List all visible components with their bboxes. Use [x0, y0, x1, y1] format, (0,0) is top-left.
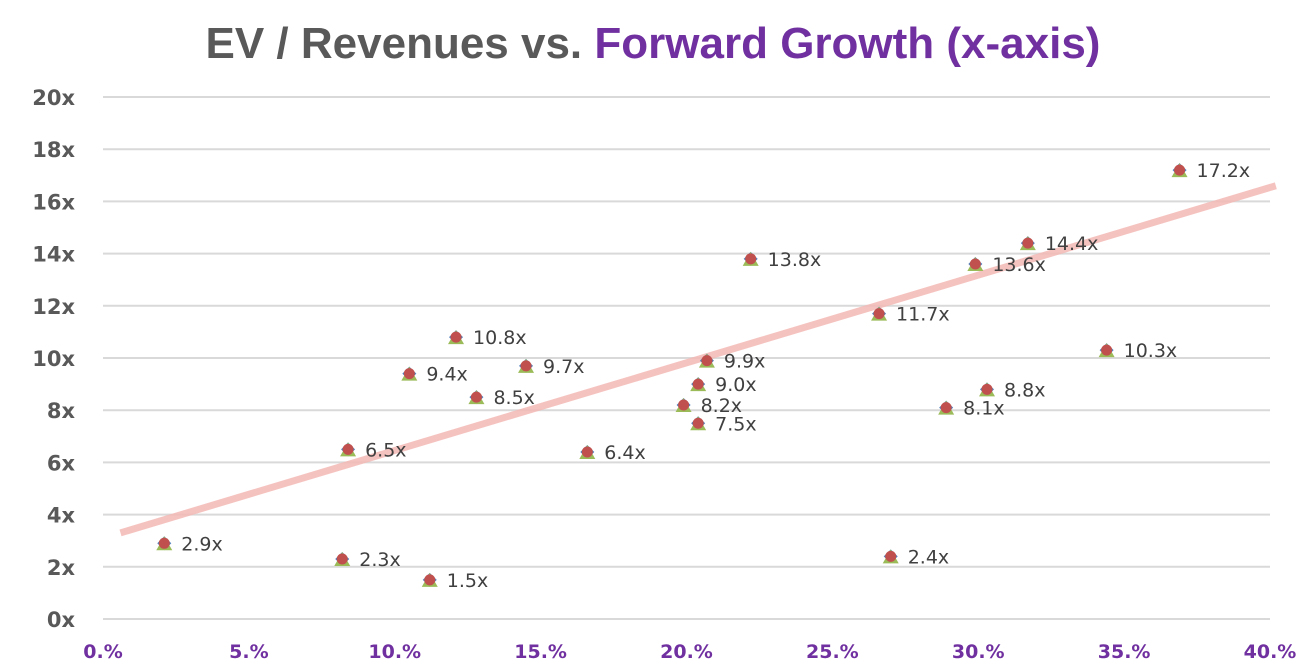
data-label: 10.3x [1124, 340, 1178, 362]
circle-marker [403, 368, 415, 380]
gridlines [103, 96, 1270, 620]
circle-marker [342, 443, 354, 455]
chart-title-part1: EV / Revenues vs. [206, 19, 595, 68]
circle-marker [470, 391, 482, 403]
data-label: 13.6x [992, 254, 1046, 276]
data-point [1019, 236, 1036, 251]
data-label: 9.9x [724, 351, 765, 373]
data-label: 8.5x [493, 387, 534, 409]
x-tick-label: 10.% [368, 641, 421, 663]
circle-marker [336, 553, 348, 565]
y-tick-label: 2x [47, 556, 76, 580]
data-points [156, 163, 1188, 587]
x-tick-label: 40.% [1244, 641, 1297, 663]
data-labels: 2.9x 2.3x 1.5x 6.5x 9.4x 10.8x 8.5x 9.7x 6.4x 9.9… [181, 160, 1250, 592]
x-axis-ticks: 0.% 5.% 10.% 15.% 20.% 25.% 30.% 35.% 40.% [83, 641, 1296, 663]
x-tick-label: 20.% [660, 641, 713, 663]
y-tick-label: 10x [32, 347, 75, 371]
circle-marker [692, 378, 704, 390]
circle-marker [969, 258, 981, 270]
circle-marker [873, 308, 885, 320]
data-label: 8.2x [701, 395, 742, 417]
data-point [690, 416, 707, 431]
data-point [1171, 163, 1188, 178]
x-tick-label: 15.% [514, 641, 567, 663]
y-tick-label: 14x [32, 243, 75, 267]
y-tick-label: 0x [47, 608, 76, 632]
data-label: 6.5x [365, 439, 406, 461]
data-point [1098, 343, 1115, 358]
y-tick-label: 16x [32, 190, 75, 214]
data-label: 11.7x [896, 304, 950, 326]
x-tick-label: 25.% [806, 641, 859, 663]
trendline [119, 182, 1277, 537]
data-point [340, 442, 357, 457]
y-tick-label: 8x [47, 399, 76, 423]
data-label: 7.5x [715, 413, 756, 435]
data-point [979, 382, 996, 397]
circle-marker [450, 331, 462, 343]
data-point [401, 366, 418, 381]
data-label: 14.4x [1045, 233, 1099, 255]
data-label: 9.7x [543, 356, 584, 378]
data-point [421, 572, 438, 587]
data-point [675, 397, 692, 412]
circle-marker [678, 399, 690, 411]
data-label: 2.9x [181, 533, 222, 555]
data-point [690, 377, 707, 392]
y-tick-label: 4x [47, 504, 76, 528]
data-label: 1.5x [447, 570, 488, 592]
data-point [698, 353, 715, 368]
x-tick-label: 0.% [83, 641, 122, 663]
circle-marker [885, 550, 897, 562]
data-label: 10.8x [473, 327, 527, 349]
circle-marker [940, 402, 952, 414]
y-tick-label: 18x [32, 138, 75, 162]
data-label: 2.4x [908, 546, 949, 568]
circle-marker [1101, 344, 1113, 356]
x-tick-label: 5.% [229, 641, 268, 663]
data-point [882, 549, 899, 564]
data-point [938, 400, 955, 415]
circle-marker [701, 355, 713, 367]
circle-marker [1022, 237, 1034, 249]
data-point [468, 390, 485, 405]
data-point [967, 257, 984, 272]
y-tick-label: 6x [47, 451, 76, 475]
chart-title: EV / Revenues vs. Forward Growth (x-axis… [206, 19, 1101, 68]
data-label: 2.3x [359, 549, 400, 571]
data-point [156, 536, 173, 551]
data-point [518, 358, 535, 373]
circle-marker [981, 383, 993, 395]
data-label: 6.4x [604, 442, 645, 464]
data-label: 17.2x [1197, 160, 1251, 182]
y-axis-ticks: 0x 2x 4x 6x 8x 10x 12x 14x 16x 18x 20x [32, 86, 75, 632]
data-label: 8.1x [963, 398, 1004, 420]
data-label: 9.4x [426, 364, 467, 386]
data-point [871, 306, 888, 321]
y-tick-label: 20x [32, 86, 75, 110]
circle-marker [424, 574, 436, 586]
data-point [742, 251, 759, 266]
data-point [334, 551, 351, 566]
circle-marker [692, 417, 704, 429]
circle-marker [520, 360, 532, 372]
data-point [579, 444, 596, 459]
data-label: 13.8x [768, 249, 822, 271]
data-label: 9.0x [715, 374, 756, 396]
trendline-group [119, 182, 1277, 537]
x-tick-label: 30.% [952, 641, 1005, 663]
circle-marker [158, 537, 170, 549]
circle-marker [581, 446, 593, 458]
chart-title-part2: Forward Growth (x-axis) [594, 19, 1100, 68]
data-point [448, 330, 465, 345]
data-label: 8.8x [1004, 379, 1045, 401]
x-tick-label: 35.% [1098, 641, 1151, 663]
circle-marker [1174, 164, 1186, 176]
y-tick-label: 12x [32, 295, 75, 319]
circle-marker [745, 253, 757, 265]
